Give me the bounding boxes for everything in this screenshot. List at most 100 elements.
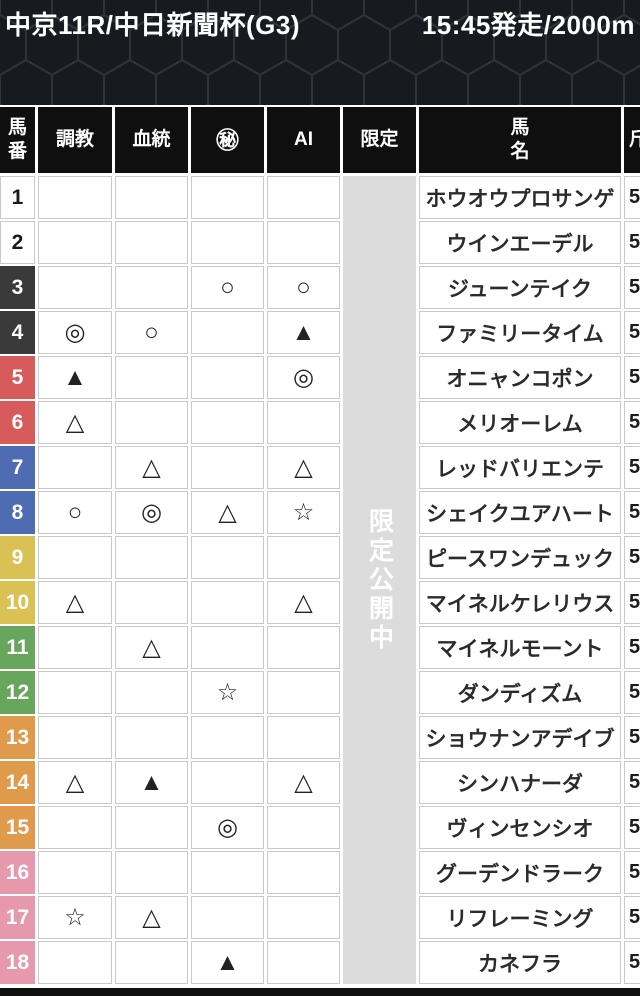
horse-name[interactable]: カネフラ: [419, 941, 621, 984]
secret-mark: [191, 851, 264, 894]
horse-number: 11: [0, 626, 35, 669]
training-mark: [38, 266, 112, 309]
ai-mark: △: [267, 446, 340, 489]
race-start-info: 15:45発走/2000m: [421, 10, 635, 40]
entries-grid: 限定公開中 1 ホウオウプロサンゲ 5 2 ウインエーデル 5 3 ○ ○ ジュ…: [0, 176, 640, 984]
secret-mark: ▲: [191, 941, 264, 984]
column-header-limited: 限定: [343, 107, 416, 173]
secret-mark: ◎: [191, 806, 264, 849]
horse-number: 15: [0, 806, 35, 849]
secret-mark: [191, 626, 264, 669]
training-mark: ◎: [38, 311, 112, 354]
pedigree-mark: [115, 536, 188, 579]
pedigree-mark: [115, 221, 188, 264]
horse-name[interactable]: ダンディズム: [419, 671, 621, 714]
training-mark: [38, 176, 112, 219]
bottom-bar: [0, 988, 640, 996]
training-mark: [38, 716, 112, 759]
secret-mark: [191, 896, 264, 939]
weight-value: 5: [624, 446, 640, 489]
horse-number: 12: [0, 671, 35, 714]
ai-mark: [267, 671, 340, 714]
weight-value: 5: [624, 221, 640, 264]
ai-mark: ☆: [267, 491, 340, 534]
pedigree-mark: [115, 401, 188, 444]
horse-number: 3: [0, 266, 35, 309]
ai-mark: [267, 536, 340, 579]
training-mark: [38, 221, 112, 264]
ai-mark: [267, 896, 340, 939]
pedigree-mark: ○: [115, 311, 188, 354]
horse-name[interactable]: ファミリータイム: [419, 311, 621, 354]
table-header-row: 馬 番 調教 血統 ㊙ AI 限定 馬 名 斤: [0, 107, 640, 173]
pedigree-mark: ▲: [115, 761, 188, 804]
ai-mark: ◎: [267, 356, 340, 399]
weight-value: 5: [624, 266, 640, 309]
horse-number: 5: [0, 356, 35, 399]
weight-value: 5: [624, 671, 640, 714]
horse-number: 9: [0, 536, 35, 579]
horse-name[interactable]: ジューンテイク: [419, 266, 621, 309]
horse-name[interactable]: オニャンコポン: [419, 356, 621, 399]
horse-number: 1: [0, 176, 35, 219]
column-header-pedigree: 血統: [115, 107, 188, 173]
weight-value: 5: [624, 806, 640, 849]
horse-number: 13: [0, 716, 35, 759]
column-header-ai: AI: [267, 107, 340, 173]
weight-value: 5: [624, 536, 640, 579]
pedigree-mark: [115, 266, 188, 309]
horse-name[interactable]: ヴィンセンシオ: [419, 806, 621, 849]
ai-mark: [267, 941, 340, 984]
training-mark: ▲: [38, 356, 112, 399]
horse-name[interactable]: ホウオウプロサンゲ: [419, 176, 621, 219]
horse-name[interactable]: ピースワンデュック: [419, 536, 621, 579]
weight-value: 5: [624, 851, 640, 894]
weight-value: 5: [624, 491, 640, 534]
training-mark: ☆: [38, 896, 112, 939]
limited-content-banner[interactable]: 限定公開中: [343, 176, 416, 984]
weight-value: 5: [624, 716, 640, 759]
ai-mark: [267, 401, 340, 444]
horse-name[interactable]: ウインエーデル: [419, 221, 621, 264]
horse-name[interactable]: ショウナンアデイブ: [419, 716, 621, 759]
horse-number: 18: [0, 941, 35, 984]
secret-mark: [191, 761, 264, 804]
weight-value: 5: [624, 401, 640, 444]
horse-number: 7: [0, 446, 35, 489]
horse-number: 2: [0, 221, 35, 264]
horse-name[interactable]: マイネルケレリウス: [419, 581, 621, 624]
ai-mark: ▲: [267, 311, 340, 354]
horse-name[interactable]: マイネルモーント: [419, 626, 621, 669]
weight-value: 5: [624, 941, 640, 984]
horse-number: 16: [0, 851, 35, 894]
column-header-secret-icon: ㊙: [191, 107, 264, 173]
secret-mark: [191, 536, 264, 579]
secret-mark: [191, 401, 264, 444]
secret-mark: ☆: [191, 671, 264, 714]
ai-mark: [267, 221, 340, 264]
horse-name[interactable]: シェイクユアハート: [419, 491, 621, 534]
secret-mark: [191, 716, 264, 759]
pedigree-mark: ◎: [115, 491, 188, 534]
secret-mark: [191, 221, 264, 264]
horse-number: 17: [0, 896, 35, 939]
horse-name[interactable]: グーデンドラーク: [419, 851, 621, 894]
horse-name[interactable]: メリオーレム: [419, 401, 621, 444]
pedigree-mark: [115, 581, 188, 624]
horse-name[interactable]: リフレーミング: [419, 896, 621, 939]
pedigree-mark: [115, 356, 188, 399]
secret-mark: △: [191, 491, 264, 534]
horse-name[interactable]: レッドバリエンテ: [419, 446, 621, 489]
horse-number: 8: [0, 491, 35, 534]
ai-mark: [267, 626, 340, 669]
pedigree-mark: △: [115, 626, 188, 669]
training-mark: [38, 626, 112, 669]
race-header-banner: 中京11R/中日新聞杯(G3) 15:45発走/2000m: [0, 0, 640, 105]
ai-mark: [267, 716, 340, 759]
ai-mark: [267, 851, 340, 894]
training-mark: △: [38, 401, 112, 444]
training-mark: [38, 536, 112, 579]
horse-name[interactable]: シンハナーダ: [419, 761, 621, 804]
ai-mark: ○: [267, 266, 340, 309]
